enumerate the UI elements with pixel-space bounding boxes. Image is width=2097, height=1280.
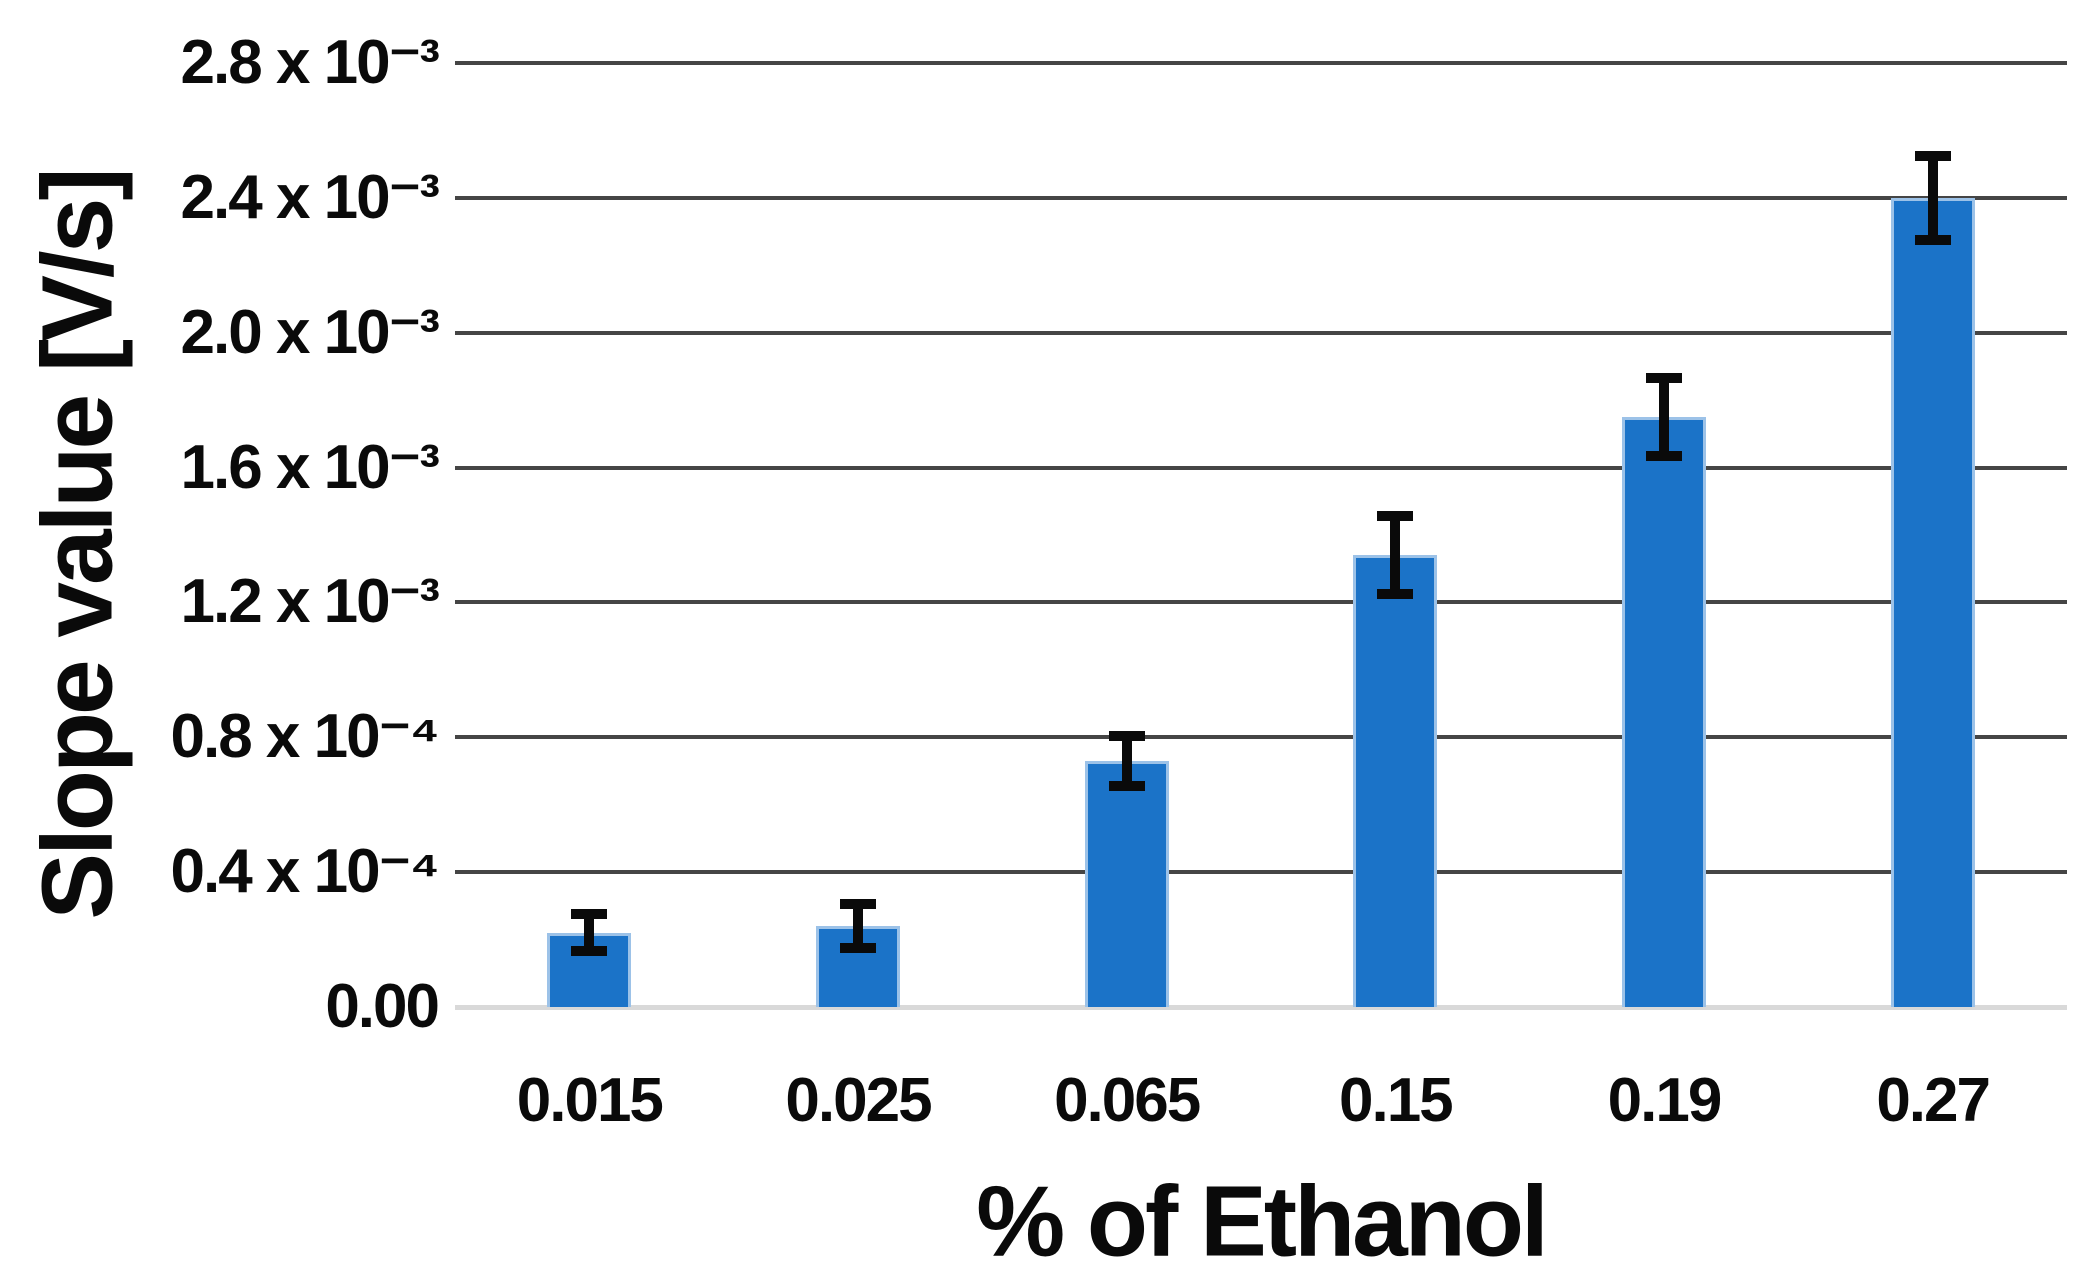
y-axis-title: Slope value [V/s] (21, 170, 134, 920)
error-bar-bottom-cap (1646, 450, 1682, 461)
y-axis-tick-label: 0.00 (325, 972, 440, 1041)
gridline (455, 735, 2067, 740)
y-axis-tick-label: 1.2 x 10⁻³ (180, 567, 440, 637)
error-bar-bottom-cap (1914, 235, 1951, 246)
bar (1622, 417, 1706, 1007)
x-axis-category-label: 0.025 (785, 1066, 932, 1135)
gridline (455, 195, 2067, 200)
error-bar-whisker (1927, 150, 1938, 246)
gridline (455, 465, 2067, 470)
error-bar-top-cap (840, 899, 876, 910)
gridline (455, 870, 2067, 875)
error-bar-whisker (584, 909, 595, 957)
y-axis-tick-label: 1.6 x 10⁻³ (180, 432, 440, 502)
y-axis-tick-label: 2.8 x 10⁻³ (180, 28, 440, 97)
gridline (455, 61, 2067, 65)
x-axis-title: % of Ethanol (976, 1165, 1549, 1278)
x-axis-category-label: 0.27 (1876, 1066, 1991, 1135)
y-axis-tick-label: 0.8 x 10⁻⁴ (170, 702, 440, 772)
x-axis-category-label: 0.19 (1607, 1066, 1723, 1135)
x-axis-category-label: 0.065 (1054, 1066, 1201, 1135)
x-axis-category-label: 0.15 (1338, 1066, 1454, 1135)
error-bar-bottom-cap (1377, 589, 1414, 600)
error-bar-bottom-cap (1108, 781, 1145, 792)
error-bar-whisker (1659, 373, 1669, 461)
gridline (455, 600, 2067, 605)
y-axis-tick-label: 0.4 x 10⁻⁴ (170, 837, 440, 907)
y-axis-tick-label: 2.4 x 10⁻³ (180, 162, 440, 232)
error-bar-whisker (1121, 730, 1132, 792)
x-axis-line (455, 1005, 2067, 1010)
x-axis-category-label: 0.015 (516, 1066, 664, 1135)
y-axis-tick-label: 2.0 x 10⁻³ (180, 297, 440, 367)
error-bar-bottom-cap (840, 943, 876, 954)
error-bar-top-cap (571, 909, 608, 920)
gridline (455, 330, 2067, 335)
error-bar-whisker (853, 899, 863, 954)
bar (1353, 555, 1438, 1007)
error-bar-top-cap (1377, 511, 1414, 522)
bar (1890, 197, 1975, 1007)
bar (1084, 760, 1169, 1007)
error-bar-top-cap (1914, 150, 1951, 161)
error-bar-top-cap (1646, 373, 1682, 384)
error-bar-top-cap (1108, 730, 1145, 741)
error-bar-whisker (1390, 511, 1401, 600)
error-bar-bottom-cap (571, 946, 608, 957)
